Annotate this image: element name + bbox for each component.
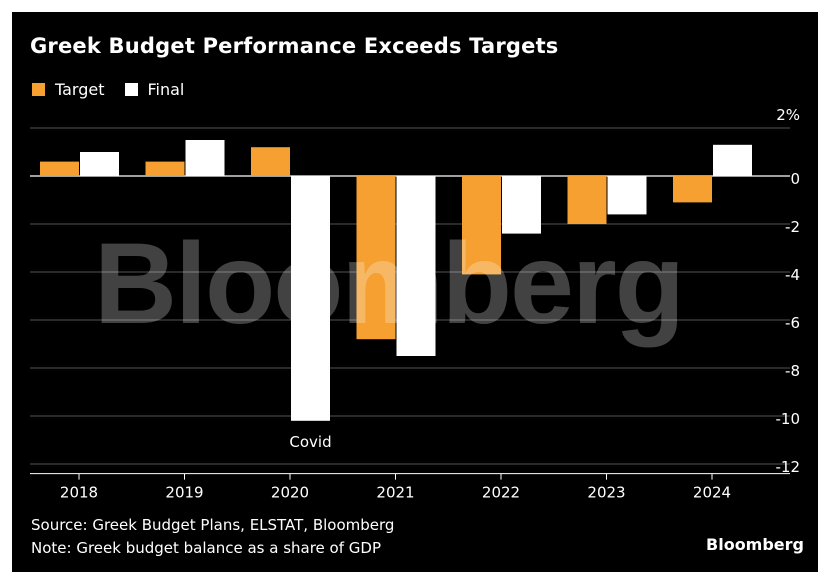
bar-final-2023: [607, 176, 647, 215]
y-tick-label: -12: [776, 458, 801, 476]
bar-final-2021: [396, 176, 436, 356]
legend-item-final: Final: [124, 80, 185, 99]
x-tick-label: 2023: [587, 484, 625, 502]
x-tick-label: 2024: [693, 484, 731, 502]
bar-target-2021: [356, 176, 396, 340]
bar-target-2018: [40, 161, 79, 176]
y-tick-label: -8: [785, 362, 800, 380]
y-tick-label: -4: [785, 266, 800, 284]
bar-target-2024: [673, 176, 712, 203]
y-tick-label: 0: [790, 170, 800, 188]
x-tick-label: 2022: [482, 484, 520, 502]
bar-final-2024: [713, 144, 752, 176]
x-tick-label: 2021: [376, 484, 414, 502]
bar-final-2018: [80, 152, 119, 176]
bar-target-2019: [145, 161, 185, 176]
chart-frame: Greek Budget Performance Exceeds Targets…: [12, 12, 818, 572]
x-tick-label: 2020: [271, 484, 309, 502]
chart-title: Greek Budget Performance Exceeds Targets: [30, 34, 559, 58]
source-note: Source: Greek Budget Plans, ELSTAT, Bloo…: [31, 516, 395, 534]
footnote: Note: Greek budget balance as a share of…: [31, 539, 382, 557]
bar-final-2022: [502, 176, 541, 234]
x-tick-label: 2018: [60, 484, 98, 502]
chart-legend: Target Final: [32, 80, 204, 99]
legend-label-final: Final: [147, 80, 185, 99]
bar-target-2020: [251, 147, 290, 176]
bar-target-2022: [462, 176, 501, 275]
legend-label-target: Target: [55, 80, 105, 99]
brand-logo: Bloomberg: [706, 535, 804, 554]
x-tick-label: 2019: [165, 484, 203, 502]
y-tick-label: -2: [785, 218, 800, 236]
legend-item-target: Target: [32, 80, 105, 99]
legend-swatch-target: [32, 83, 45, 96]
bar-final-2020: [291, 176, 330, 421]
bar-target-2023: [567, 176, 607, 224]
bar-chart: 2% 0 -2 -4 -6 -8 -10 -12 2018 2019 2020 2021 2022 202…: [30, 106, 801, 502]
legend-swatch-final: [124, 83, 138, 96]
y-tick-label: -10: [776, 410, 801, 428]
y-tick-label: 2%: [776, 106, 800, 124]
bar-final-2019: [185, 140, 225, 176]
annotation-covid: Covid: [289, 433, 331, 451]
y-tick-label: -6: [785, 314, 800, 332]
